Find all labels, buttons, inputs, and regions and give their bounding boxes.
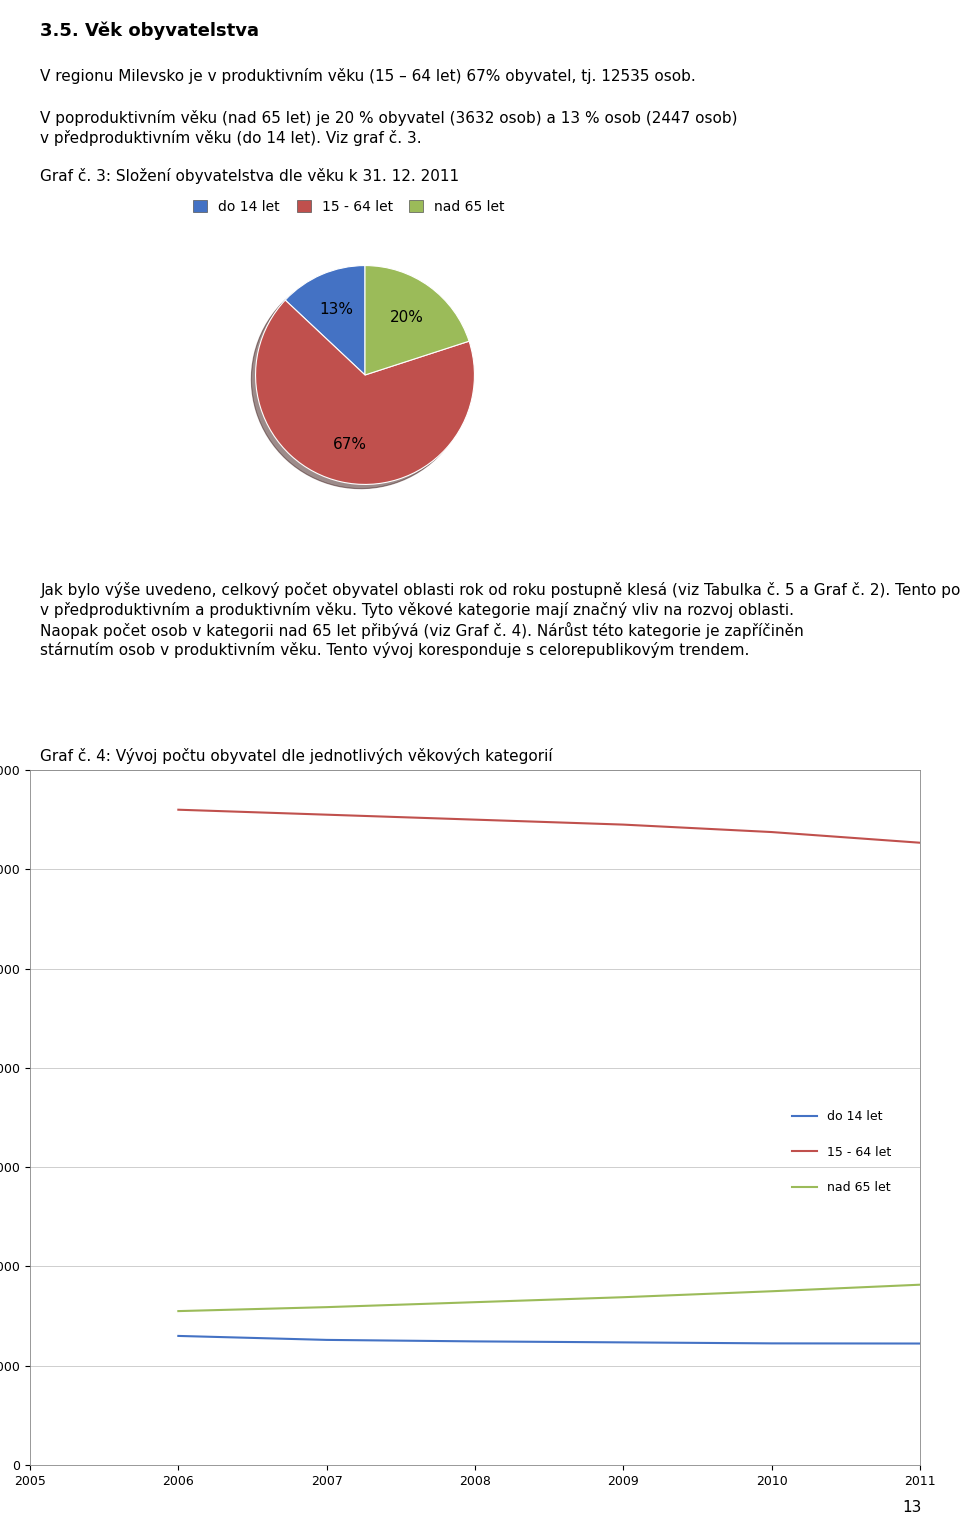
Wedge shape: [255, 300, 474, 485]
Text: 20%: 20%: [390, 310, 423, 325]
Text: V regionu Milevsko je v produktivním věku (15 – 64 let) 67% obyvatel, tj. 12535 : V regionu Milevsko je v produktivním věk…: [40, 68, 696, 84]
Text: Naopak počet osob v kategorii nad 65 let přibývá (viz Graf č. 4). Nárůst této ka: Naopak počet osob v kategorii nad 65 let…: [40, 622, 804, 639]
Text: Jak bylo výše uvedeno, celkový počet obyvatel oblasti rok od roku postupně klesá: Jak bylo výše uvedeno, celkový počet oby…: [40, 583, 960, 598]
Text: 13%: 13%: [320, 303, 353, 318]
Text: Graf č. 4: Vývoj počtu obyvatel dle jednotlivých věkových kategorií: Graf č. 4: Vývoj počtu obyvatel dle jedn…: [40, 748, 553, 764]
Text: 13: 13: [902, 1500, 922, 1515]
Text: 67%: 67%: [332, 437, 367, 452]
Wedge shape: [365, 266, 469, 376]
Text: v předproduktivním věku (do 14 let). Viz graf č. 3.: v předproduktivním věku (do 14 let). Viz…: [40, 129, 422, 146]
Legend: do 14 let, 15 - 64 let, nad 65 let: do 14 let, 15 - 64 let, nad 65 let: [193, 199, 505, 213]
Wedge shape: [285, 266, 365, 376]
Text: 3.5. Věk obyvatelstva: 3.5. Věk obyvatelstva: [40, 21, 259, 41]
Text: V poproduktivním věku (nad 65 let) je 20 % obyvatel (3632 osob) a 13 % osob (244: V poproduktivním věku (nad 65 let) je 20…: [40, 110, 738, 126]
Text: Graf č. 3: Složení obyvatelstva dle věku k 31. 12. 2011: Graf č. 3: Složení obyvatelstva dle věku…: [40, 167, 460, 184]
Legend: do 14 let, 15 - 64 let, nad 65 let: do 14 let, 15 - 64 let, nad 65 let: [786, 1106, 896, 1199]
Text: stárnutím osob v produktivním věku. Tento vývoj koresponduje s celorepublikovým : stárnutím osob v produktivním věku. Tent…: [40, 642, 750, 659]
Text: v předproduktivním a produktivním věku. Tyto věkové kategorie mají značný vliv n: v předproduktivním a produktivním věku. …: [40, 602, 794, 618]
